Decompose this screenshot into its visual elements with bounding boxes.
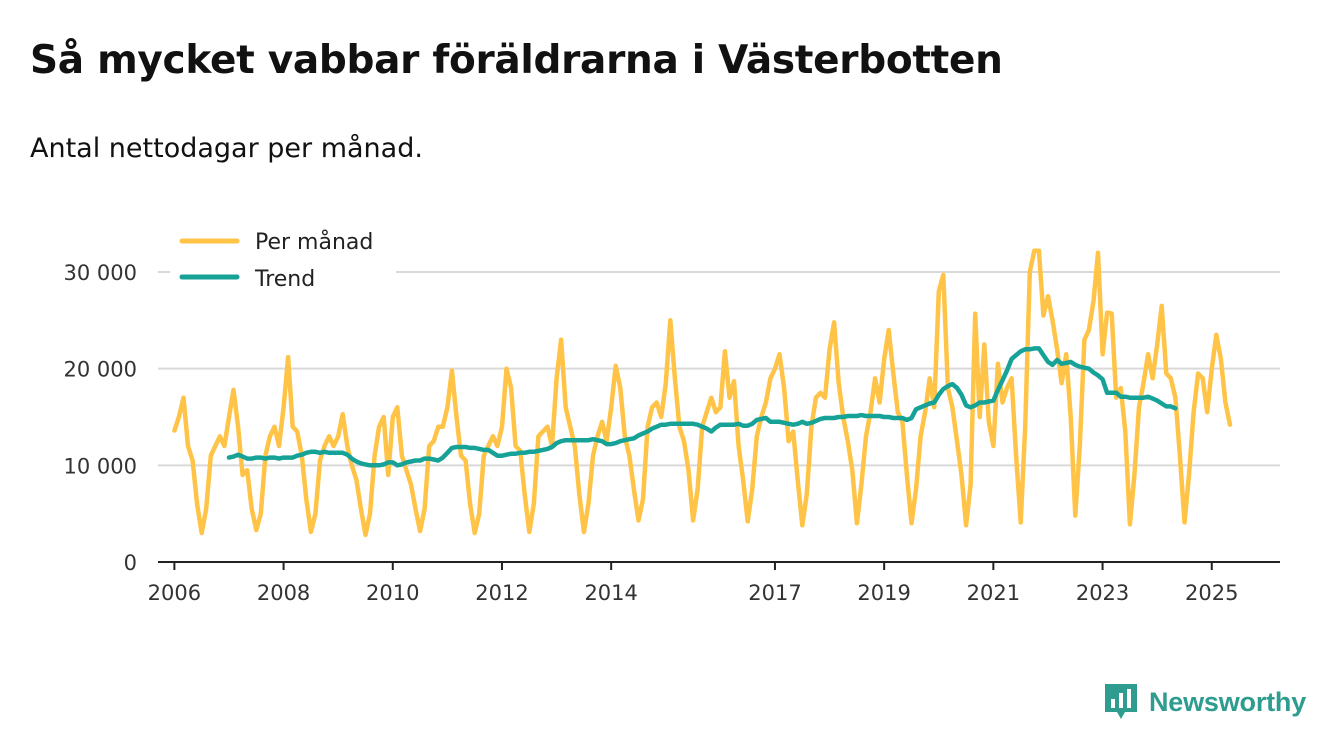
y-tick-label: 0 [124,551,137,575]
y-axis-ticks: 0 10 000 20 000 30 000 [64,261,137,575]
x-tick-label: 2017 [748,581,801,605]
legend: Per månad Trend [170,222,396,300]
newsworthy-brand: Newsworthy [1103,682,1306,722]
x-tick-label: 2010 [366,581,419,605]
legend-background [170,222,396,300]
series-lines [172,248,1233,538]
brand-name: Newsworthy [1149,686,1307,717]
x-tick-label: 2008 [257,581,310,605]
x-tick-label: 2025 [1185,581,1238,605]
legend-label-trend: Trend [254,267,315,292]
y-tick-label: 20 000 [64,358,137,382]
chart-title: Så mycket vabbar föräldrarna i Västerbot… [30,38,1003,83]
bar-chart-logo-icon [1105,684,1137,719]
x-tick-label: 2012 [475,581,528,605]
x-tick-label: 2021 [967,581,1020,605]
x-tick-label: 2006 [148,581,201,605]
x-tick-label: 2019 [857,581,910,605]
x-tick-label: 2014 [584,581,637,605]
y-tick-label: 30 000 [64,261,137,285]
chart-subtitle: Antal nettodagar per månad. [30,133,423,164]
legend-label-per-manad: Per månad [255,229,373,255]
y-tick-label: 10 000 [64,454,137,478]
x-axis: 2006 2008 2010 2012 2014 2017 2019 2021 2023 2025 [148,561,1280,605]
series-line-trend [226,346,1178,468]
x-tick-label: 2023 [1076,581,1129,605]
grid-lines [158,271,1280,467]
